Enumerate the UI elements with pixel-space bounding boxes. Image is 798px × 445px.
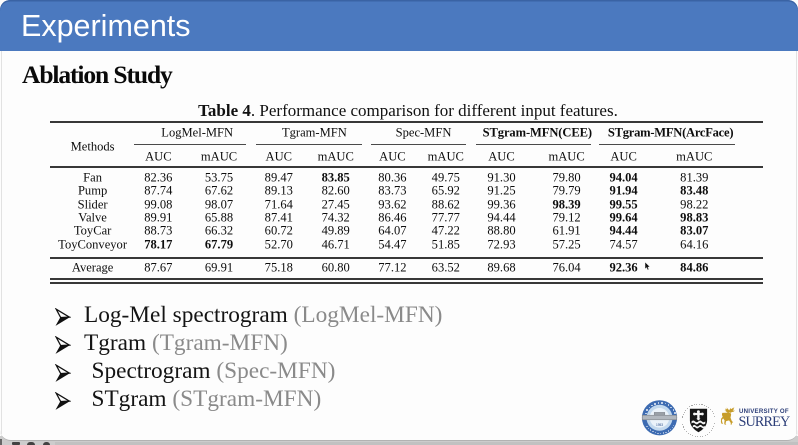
svg-text:1953: 1953 xyxy=(656,423,663,427)
